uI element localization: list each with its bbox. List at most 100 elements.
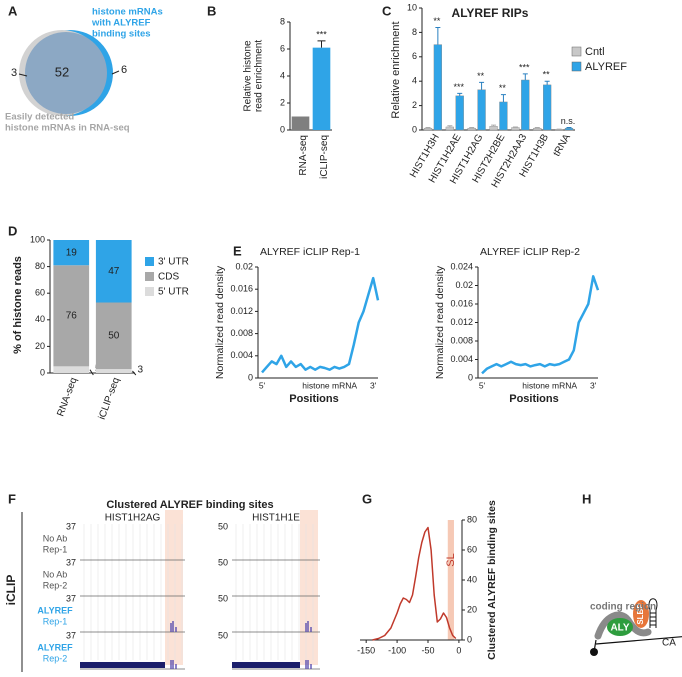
set-label: histone mRNAs in RNA-seq [5, 123, 130, 134]
stem [649, 610, 657, 628]
band-label: SL [445, 553, 457, 566]
significance: *** [519, 62, 530, 72]
bar [499, 101, 508, 131]
bar [477, 89, 486, 131]
panel-letter: B [207, 3, 216, 18]
error-bar [469, 127, 475, 129]
y-tick-label: 0.004 [450, 354, 473, 364]
venn-count: 6 [121, 64, 127, 76]
panel-letter: E [233, 243, 242, 258]
track-label: Rep-2 [43, 580, 68, 590]
set-label: Easily detected [5, 112, 74, 123]
data-label: 3 [138, 365, 144, 376]
track-label: Rep-2 [43, 653, 68, 663]
bar [521, 79, 530, 131]
y-tick-label: 0.008 [450, 335, 473, 345]
error-bar [425, 127, 431, 129]
y-tick-label: 20 [467, 604, 477, 614]
y-tick-label: 2 [280, 97, 285, 107]
x-tick-label: iCLIP-seq [97, 376, 122, 421]
track-scale: 50 [218, 557, 228, 567]
loop [648, 598, 658, 611]
legend-label: Cntl [585, 46, 605, 58]
legend-swatch [571, 61, 582, 72]
track-label: No Ab [43, 533, 68, 543]
slbp-label: SLBP [636, 603, 645, 625]
binding-region [165, 510, 183, 665]
panel-letter: D [8, 223, 17, 238]
track-peaks [305, 660, 312, 669]
chart-title: ALYREF iCLIP Rep-1 [260, 246, 360, 258]
legend-swatch [145, 272, 154, 281]
error-bar [317, 40, 326, 48]
y-tick-label: 2 [412, 100, 417, 110]
legend-label: 3' UTR [158, 257, 189, 268]
gene-name: HIST1H2AG [105, 513, 161, 524]
leader [89, 369, 94, 376]
error-bar [435, 27, 441, 45]
y-tick-label: 0 [467, 634, 472, 644]
bar [433, 44, 442, 131]
significance: ** [499, 83, 507, 93]
bar-segment [53, 366, 90, 373]
y-tick-label: 60 [467, 544, 477, 554]
significance: ** [543, 70, 551, 80]
x-tick-label: 5' [259, 380, 266, 390]
highlight-band [447, 520, 454, 640]
bar [445, 126, 454, 131]
diagram: ALY SLBP coding region CA [590, 598, 682, 656]
x-tick-label: -50 [421, 645, 434, 655]
bar [543, 84, 552, 131]
y-tick-label: 0.012 [230, 306, 253, 316]
x-tick-label: histone mRNA [302, 380, 357, 390]
y-tick-label: 0.008 [230, 328, 253, 338]
x-tick-label: histone mRNA [522, 380, 577, 390]
significance: *** [316, 29, 327, 39]
bar [312, 47, 331, 130]
slbp-protein [633, 600, 649, 628]
y-tick-label: 4 [412, 76, 417, 86]
tail-label: CA [662, 638, 676, 649]
track-scale: 50 [218, 593, 228, 603]
track-label: ALYREF [37, 605, 73, 615]
legend-label: 5' UTR [158, 287, 189, 298]
bar-segment [95, 302, 132, 370]
significance: ** [433, 16, 441, 26]
aly-protein [607, 618, 633, 636]
binding-region [300, 510, 318, 665]
gene-model [80, 662, 165, 668]
error-bar [512, 126, 518, 128]
y-tick-label: 0 [412, 124, 417, 134]
x-tick-label: 3' [590, 380, 597, 390]
track-label: Rep-1 [43, 544, 68, 554]
legend-swatch [571, 46, 582, 57]
bar [455, 95, 464, 131]
y-tick-label: 6 [412, 51, 417, 61]
y-tick-label: 40 [35, 314, 45, 324]
data-label: 47 [108, 266, 120, 277]
leader [132, 370, 137, 376]
y-tick-label: 10 [407, 2, 417, 12]
y-tick-label: 0.02 [235, 261, 253, 271]
legend-label: ALYREF [585, 61, 627, 73]
significance: n.s. [561, 116, 576, 126]
data-label: 19 [66, 247, 78, 258]
y-axis-label: Normalized read density [214, 265, 226, 379]
bar [489, 126, 498, 131]
set-label: binding sites [92, 29, 151, 40]
line-series [372, 526, 457, 641]
venn-count: 52 [55, 64, 69, 79]
y-tick-label: 6 [280, 43, 285, 53]
bar-segment [53, 265, 90, 367]
error-bar [500, 94, 506, 102]
error-bar [457, 92, 463, 96]
panel-letter: C [382, 3, 392, 18]
y-tick-label: 8 [280, 16, 285, 26]
y-tick-label: 0.016 [230, 284, 253, 294]
y-tick-label: 8 [412, 27, 417, 37]
x-tick-label: iCLIP-seq [319, 135, 330, 179]
x-tick-label: 5' [479, 380, 486, 390]
venn-overlap [25, 32, 107, 114]
y-axis-label: Relative enrichment [390, 21, 402, 118]
